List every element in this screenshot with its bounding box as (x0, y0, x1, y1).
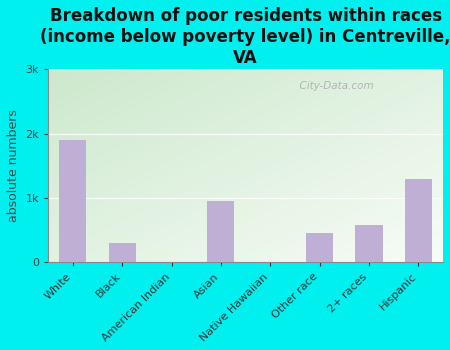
Bar (306, 233, 333, 262)
Bar (108, 243, 136, 262)
Title: Breakdown of poor residents within races
(income below poverty level) in Centrev: Breakdown of poor residents within races… (40, 7, 450, 66)
Bar (207, 201, 234, 262)
Bar (405, 179, 432, 262)
Y-axis label: absolute numbers: absolute numbers (7, 110, 20, 222)
Bar (59, 140, 86, 262)
Bar (356, 225, 382, 262)
Text: City-Data.com: City-Data.com (293, 81, 373, 91)
